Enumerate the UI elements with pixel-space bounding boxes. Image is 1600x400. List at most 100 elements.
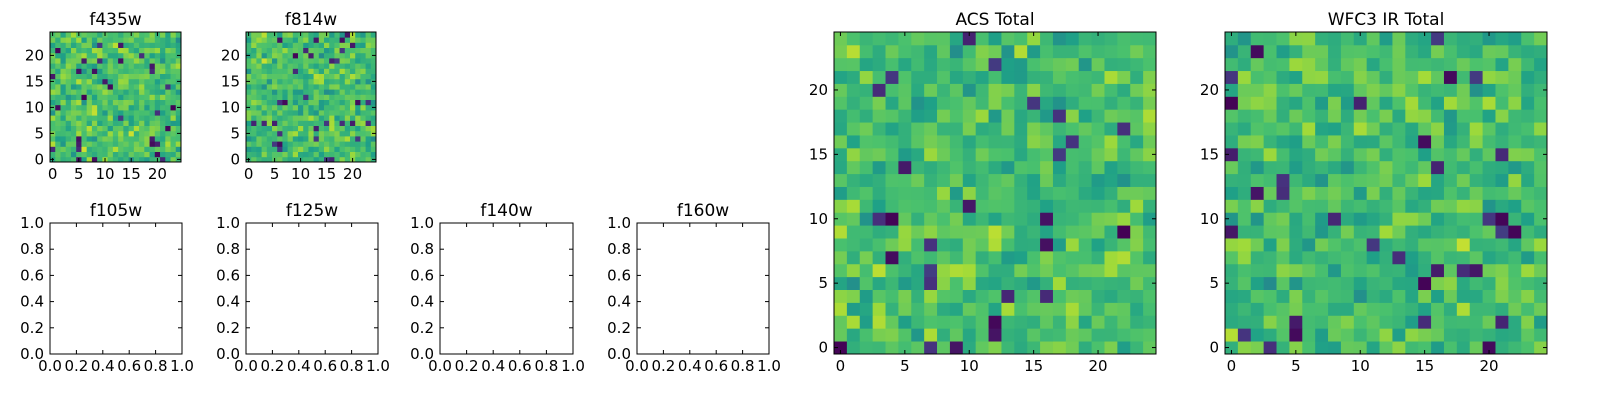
heatmap-cell [287,52,294,59]
heatmap-cell [149,42,156,48]
heatmap-cell [1431,83,1445,97]
heatmap-cell [1328,328,1342,342]
heatmap-cell [1469,135,1483,149]
heatmap-cell [308,136,314,142]
heatmap-cell [133,146,140,152]
heatmap-cell [1405,341,1419,355]
heatmap-cell [287,47,294,54]
heatmap-cell [988,328,1002,342]
heatmap-cell [1225,250,1239,265]
heatmap-cell [350,78,356,85]
heatmap-cell [1443,328,1458,342]
heatmap-cell [1263,328,1277,342]
heatmap-cell [1250,341,1265,355]
heatmap-cell [1014,199,1028,213]
heatmap-cell [1443,83,1458,97]
heatmap-cell [1052,276,1067,290]
heatmap-cell [1091,263,1105,278]
heatmap-cell [1250,250,1265,265]
heatmap-cell [355,141,361,147]
heatmap-cell [1456,276,1471,290]
heatmap-cell [170,47,177,54]
y-tick-label: 5 [1209,274,1219,292]
heatmap-cell [102,146,109,152]
heatmap-cell [1302,135,1316,149]
y-tick-label: 0.6 [20,266,44,284]
heatmap-cell [1250,225,1265,239]
heatmap-cell [1117,263,1131,278]
heatmap-cell [1225,173,1239,187]
heatmap-cell [339,68,346,74]
heatmap-cell [139,115,145,121]
heatmap-cell [1392,122,1406,136]
heatmap-cell [97,73,103,80]
heatmap-cell [1001,212,1015,226]
heatmap-cell [272,47,278,54]
heatmap-cell [86,37,93,43]
heatmap-cell [1469,289,1483,303]
heatmap-cell [1130,135,1144,149]
heatmap-cell [1521,276,1535,290]
heatmap-cell [324,125,330,132]
heatmap-cell [165,151,171,158]
heatmap-cell [256,58,262,64]
heatmap-cell [1366,135,1380,149]
heatmap-cell [370,84,377,90]
heatmap-cell [1534,315,1548,329]
heatmap-cell [339,37,346,43]
heatmap-cell [885,276,899,290]
heatmap-cell [360,125,366,132]
heatmap-cell [1130,70,1144,84]
heatmap-cell [118,104,124,111]
heatmap-cell [303,141,309,147]
heatmap-cell [1117,173,1131,187]
heatmap-cell [339,141,346,147]
heatmap-cell [1065,70,1080,84]
heatmap-cell [303,32,309,38]
heatmap-cell [988,225,1002,239]
heatmap-cell [324,78,330,85]
heatmap-cell [1456,238,1471,252]
heatmap-cell [81,32,88,38]
heatmap-cell [102,151,109,158]
heatmap-cell [1040,135,1054,149]
heatmap-cell [81,94,88,100]
heatmap-cell [339,73,346,80]
heatmap-cell [355,125,361,132]
heatmap-cell [365,94,372,100]
heatmap-cell [1225,199,1239,213]
heatmap-cell [1379,44,1393,59]
heatmap-cell [160,73,166,80]
heatmap-cell [350,84,356,90]
heatmap-cell [123,32,129,38]
y-tick-label: 10 [221,98,240,116]
heatmap-cell [1521,263,1535,278]
heatmap-cell [1340,199,1355,213]
heatmap-cell [266,110,273,116]
heatmap-cell [324,130,330,137]
heatmap-cell [149,73,156,80]
heatmap-cell [834,44,848,59]
heatmap-cell [355,110,361,116]
heatmap-cell [133,141,140,147]
heatmap-cell [1027,109,1041,123]
heatmap-cell [1078,302,1092,316]
heatmap-cell [1469,341,1483,355]
heatmap-cell [1379,160,1393,175]
heatmap-cell [1078,289,1092,303]
heatmap-cell [324,110,330,116]
heatmap-cell [266,32,273,38]
heatmap-cell [344,73,351,80]
heatmap-cell [1052,199,1067,213]
heatmap-cell [1237,160,1252,175]
heatmap-cell [50,99,56,106]
heatmap-cell [1052,315,1067,329]
heatmap-cell [261,68,268,74]
heatmap-cell [1366,199,1380,213]
heatmap-cell [277,84,283,90]
y-tick-label: 20 [221,46,240,64]
heatmap-cell [123,63,129,69]
heatmap-cell [123,130,129,137]
heatmap-cell [313,94,320,100]
heatmap-cell [846,263,861,278]
